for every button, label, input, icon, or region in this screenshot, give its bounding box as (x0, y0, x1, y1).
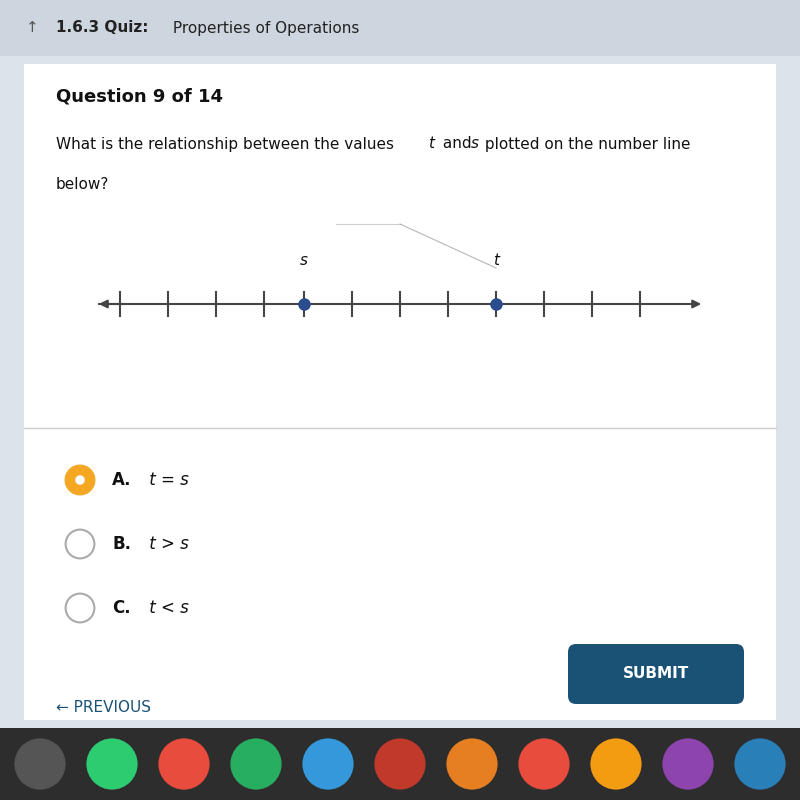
Text: C.: C. (112, 599, 130, 617)
Text: s: s (470, 137, 478, 151)
Text: What is the relationship between the values: What is the relationship between the val… (56, 137, 399, 151)
Circle shape (66, 594, 94, 622)
FancyBboxPatch shape (568, 644, 744, 704)
Circle shape (446, 738, 498, 790)
Text: s: s (300, 253, 308, 268)
Text: Question 9 of 14: Question 9 of 14 (56, 87, 223, 105)
Circle shape (14, 738, 66, 790)
Circle shape (518, 738, 570, 790)
Text: t = s: t = s (144, 471, 189, 489)
Text: A.: A. (112, 471, 131, 489)
Circle shape (158, 738, 210, 790)
Text: below?: below? (56, 177, 110, 191)
Circle shape (662, 738, 714, 790)
Text: t: t (493, 253, 499, 268)
FancyBboxPatch shape (0, 0, 800, 56)
FancyBboxPatch shape (24, 64, 776, 720)
Circle shape (66, 466, 94, 494)
Text: t > s: t > s (144, 535, 189, 553)
Circle shape (75, 475, 85, 485)
Circle shape (302, 738, 354, 790)
Text: t: t (428, 137, 434, 151)
Text: and: and (438, 137, 477, 151)
Text: t < s: t < s (144, 599, 189, 617)
Text: Properties of Operations: Properties of Operations (168, 21, 359, 35)
Text: SUBMIT: SUBMIT (623, 666, 689, 681)
Text: ← PREVIOUS: ← PREVIOUS (56, 701, 151, 715)
Text: plotted on the number line: plotted on the number line (480, 137, 690, 151)
Circle shape (374, 738, 426, 790)
Circle shape (590, 738, 642, 790)
Text: ↑: ↑ (26, 21, 38, 35)
Text: 1.6.3 Quiz:: 1.6.3 Quiz: (56, 21, 149, 35)
Circle shape (230, 738, 282, 790)
Circle shape (734, 738, 786, 790)
Circle shape (86, 738, 138, 790)
Circle shape (66, 530, 94, 558)
Text: B.: B. (112, 535, 131, 553)
FancyBboxPatch shape (0, 728, 800, 800)
